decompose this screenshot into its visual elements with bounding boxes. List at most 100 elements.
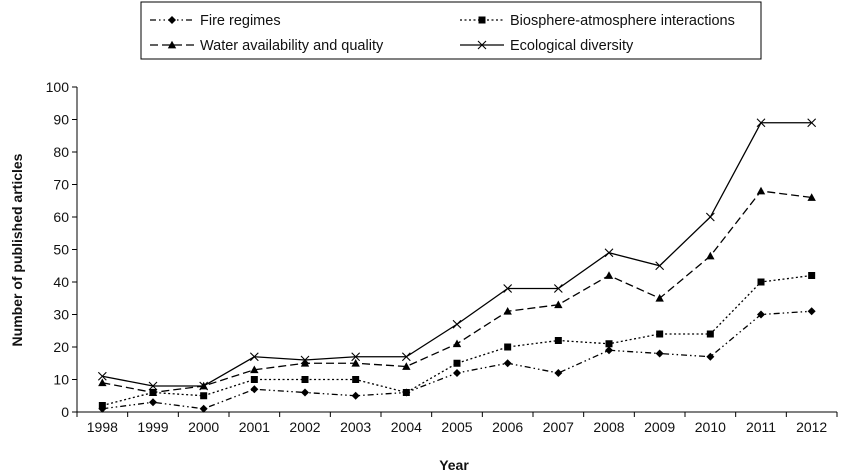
data-point xyxy=(604,271,614,279)
x-tick-label: 1999 xyxy=(137,419,168,435)
y-tick-label: 80 xyxy=(53,144,69,160)
series-fire-regimes xyxy=(98,307,816,413)
x-marker-stroke xyxy=(401,352,411,362)
legend-label: Fire regimes xyxy=(200,13,281,29)
x-marker-stroke xyxy=(199,381,209,391)
y-tick-label: 100 xyxy=(46,79,70,95)
data-point xyxy=(554,337,562,344)
legend-label: Ecological diversity xyxy=(510,38,634,54)
legend: Fire regimes Biosphere-atmosphere interac… xyxy=(140,1,762,60)
x-marker-stroke xyxy=(249,352,259,362)
data-point xyxy=(199,381,209,391)
y-axis-ticks: 0 10 20 30 40 50 60 70 80 90 100 xyxy=(46,79,77,420)
x-marker-stroke xyxy=(351,352,361,362)
x-tick-label: 2005 xyxy=(441,419,472,435)
legend-swatch-marker xyxy=(477,40,487,50)
x-marker-stroke xyxy=(148,381,158,391)
legend-item: Biosphere-atmosphere interactions xyxy=(460,13,735,29)
data-point xyxy=(250,376,258,383)
data-point xyxy=(503,359,512,368)
x-axis-title: Year xyxy=(439,457,469,473)
x-tick-label: 2001 xyxy=(239,419,270,435)
data-point xyxy=(301,376,309,383)
data-point xyxy=(503,307,512,315)
legend-swatch-marker xyxy=(478,16,486,24)
data-point xyxy=(199,404,208,413)
data-point xyxy=(98,402,106,409)
data-point xyxy=(97,371,107,381)
data-point xyxy=(554,369,563,377)
data-point xyxy=(402,362,411,370)
data-point xyxy=(706,352,715,361)
data-point xyxy=(756,186,766,195)
data-point xyxy=(706,330,714,338)
x-tick-label: 2011 xyxy=(746,419,776,435)
x-marker-stroke xyxy=(452,319,462,329)
x-tick-label: 1998 xyxy=(87,419,118,435)
data-point xyxy=(300,359,310,367)
x-tick-label: 2012 xyxy=(796,419,827,435)
data-point xyxy=(656,330,664,338)
data-point xyxy=(402,389,410,396)
data-point xyxy=(807,118,817,128)
x-marker-stroke xyxy=(300,355,310,365)
data-point xyxy=(807,307,816,316)
series-layer xyxy=(97,118,817,413)
legend-label: Water availability and quality xyxy=(200,38,384,54)
legend-item: Fire regimes xyxy=(150,13,281,29)
legend-item: Ecological diversity xyxy=(460,38,634,54)
x-tick-label: 2006 xyxy=(492,419,523,435)
data-point xyxy=(605,346,613,355)
data-point xyxy=(352,376,360,383)
data-point xyxy=(757,278,765,286)
y-tick-label: 70 xyxy=(53,177,69,193)
data-point xyxy=(351,352,361,362)
legend-item: Water availability and quality xyxy=(150,38,384,54)
y-tick-label: 0 xyxy=(61,404,69,420)
data-point xyxy=(655,294,664,302)
y-tick-label: 10 xyxy=(53,372,69,388)
x-marker-stroke xyxy=(756,118,766,128)
data-point xyxy=(452,319,462,329)
data-point xyxy=(807,193,816,201)
data-point xyxy=(705,212,715,222)
x-marker-stroke xyxy=(705,212,715,222)
data-point xyxy=(808,272,816,279)
data-point xyxy=(503,284,513,293)
data-point xyxy=(453,369,461,377)
x-marker-stroke xyxy=(477,40,487,50)
series-ecological-diversity xyxy=(97,118,817,391)
x-marker-stroke xyxy=(655,261,665,271)
legend-swatch-marker xyxy=(168,16,176,24)
data-point xyxy=(756,118,766,128)
data-point xyxy=(453,359,461,367)
legend-swatch-marker xyxy=(167,40,177,49)
y-tick-label: 30 xyxy=(53,307,69,323)
data-point xyxy=(148,381,158,391)
x-tick-label: 2010 xyxy=(695,419,726,435)
data-point xyxy=(249,352,259,362)
data-point xyxy=(200,392,208,400)
y-tick-label: 40 xyxy=(53,274,69,290)
data-point xyxy=(655,261,665,271)
data-point xyxy=(250,365,259,374)
x-marker-stroke xyxy=(503,284,513,293)
x-marker-stroke xyxy=(553,284,563,293)
data-point xyxy=(300,355,310,365)
data-point xyxy=(553,284,563,293)
data-point xyxy=(351,391,360,400)
x-marker-stroke xyxy=(604,248,614,258)
data-point xyxy=(250,385,259,394)
y-tick-label: 50 xyxy=(53,242,69,258)
x-tick-label: 2009 xyxy=(644,419,675,435)
x-tick-label: 2008 xyxy=(593,419,624,435)
data-point xyxy=(149,398,157,407)
x-tick-label: 2004 xyxy=(391,419,422,435)
data-point xyxy=(757,310,765,319)
data-point xyxy=(604,248,614,258)
series-line xyxy=(102,274,812,407)
x-tick-label: 2002 xyxy=(289,419,320,435)
x-marker-stroke xyxy=(97,371,107,381)
y-tick-label: 60 xyxy=(53,209,69,225)
